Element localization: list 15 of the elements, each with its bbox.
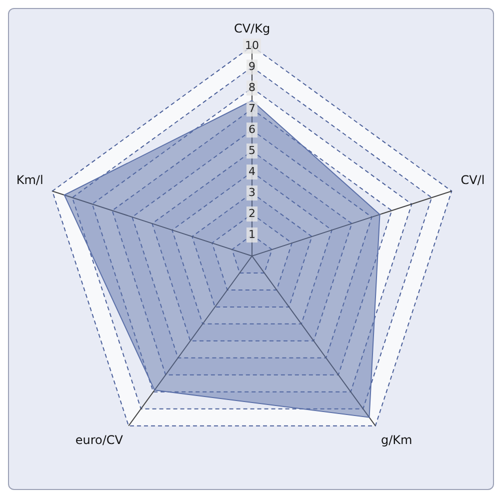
y-tick-label: 5 [248, 144, 256, 157]
spoke-label: Km/l [16, 173, 44, 188]
spoke-label: g/Km [380, 432, 412, 447]
y-tick-label: 7 [248, 102, 256, 115]
y-tick-label: 9 [248, 60, 256, 73]
spoke-label: CV/Kg [234, 21, 270, 36]
spoke-label: euro/CV [75, 432, 124, 447]
y-tick-label: 8 [248, 80, 256, 94]
spoke-label: CV/l [460, 173, 485, 188]
y-tick-label: 2 [248, 206, 256, 220]
y-tick-label: 6 [248, 122, 256, 136]
y-tick-label: 1 [248, 228, 256, 241]
y-tick-label: 4 [248, 164, 256, 178]
y-tick-label: 3 [248, 186, 256, 199]
y-tick-label: 10 [245, 38, 259, 52]
